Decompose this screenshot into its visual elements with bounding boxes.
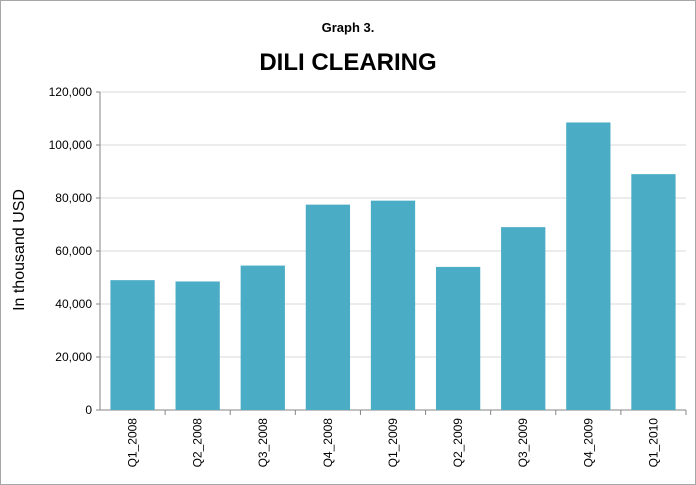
x-tick-label: Q4_2008	[321, 418, 335, 468]
y-tick-label: 40,000	[55, 297, 92, 311]
x-tick-label: Q2_2009	[451, 418, 465, 468]
y-tick-label: 120,000	[49, 85, 93, 99]
bar	[240, 265, 285, 410]
x-tick-label: Q1_2009	[386, 418, 400, 468]
bar	[110, 280, 155, 410]
x-tick-label: Q1_2010	[646, 418, 660, 468]
x-tick-label: Q2_2008	[191, 418, 205, 468]
x-tick-label: Q3_2009	[516, 418, 530, 468]
chart-title: Graph 3.	[322, 20, 375, 35]
bar	[435, 266, 481, 410]
y-tick-label: 100,000	[49, 138, 93, 152]
y-tick-label: 80,000	[55, 191, 92, 205]
x-tick-label: Q3_2008	[256, 418, 270, 468]
bar	[305, 204, 351, 410]
chart-subtitle: DILI CLEARING	[259, 49, 436, 76]
x-tick-label: Q1_2008	[126, 418, 140, 468]
bar	[370, 200, 416, 410]
y-tick-label: 60,000	[55, 244, 92, 258]
x-tick-label: Q4_2009	[581, 418, 595, 468]
bar	[501, 227, 546, 410]
y-tick-label: 0	[85, 403, 92, 417]
y-axis-label: In thousand USD	[11, 189, 28, 311]
bar	[566, 122, 611, 410]
bar	[631, 174, 676, 410]
bar	[175, 281, 220, 410]
y-tick-label: 20,000	[55, 350, 92, 364]
